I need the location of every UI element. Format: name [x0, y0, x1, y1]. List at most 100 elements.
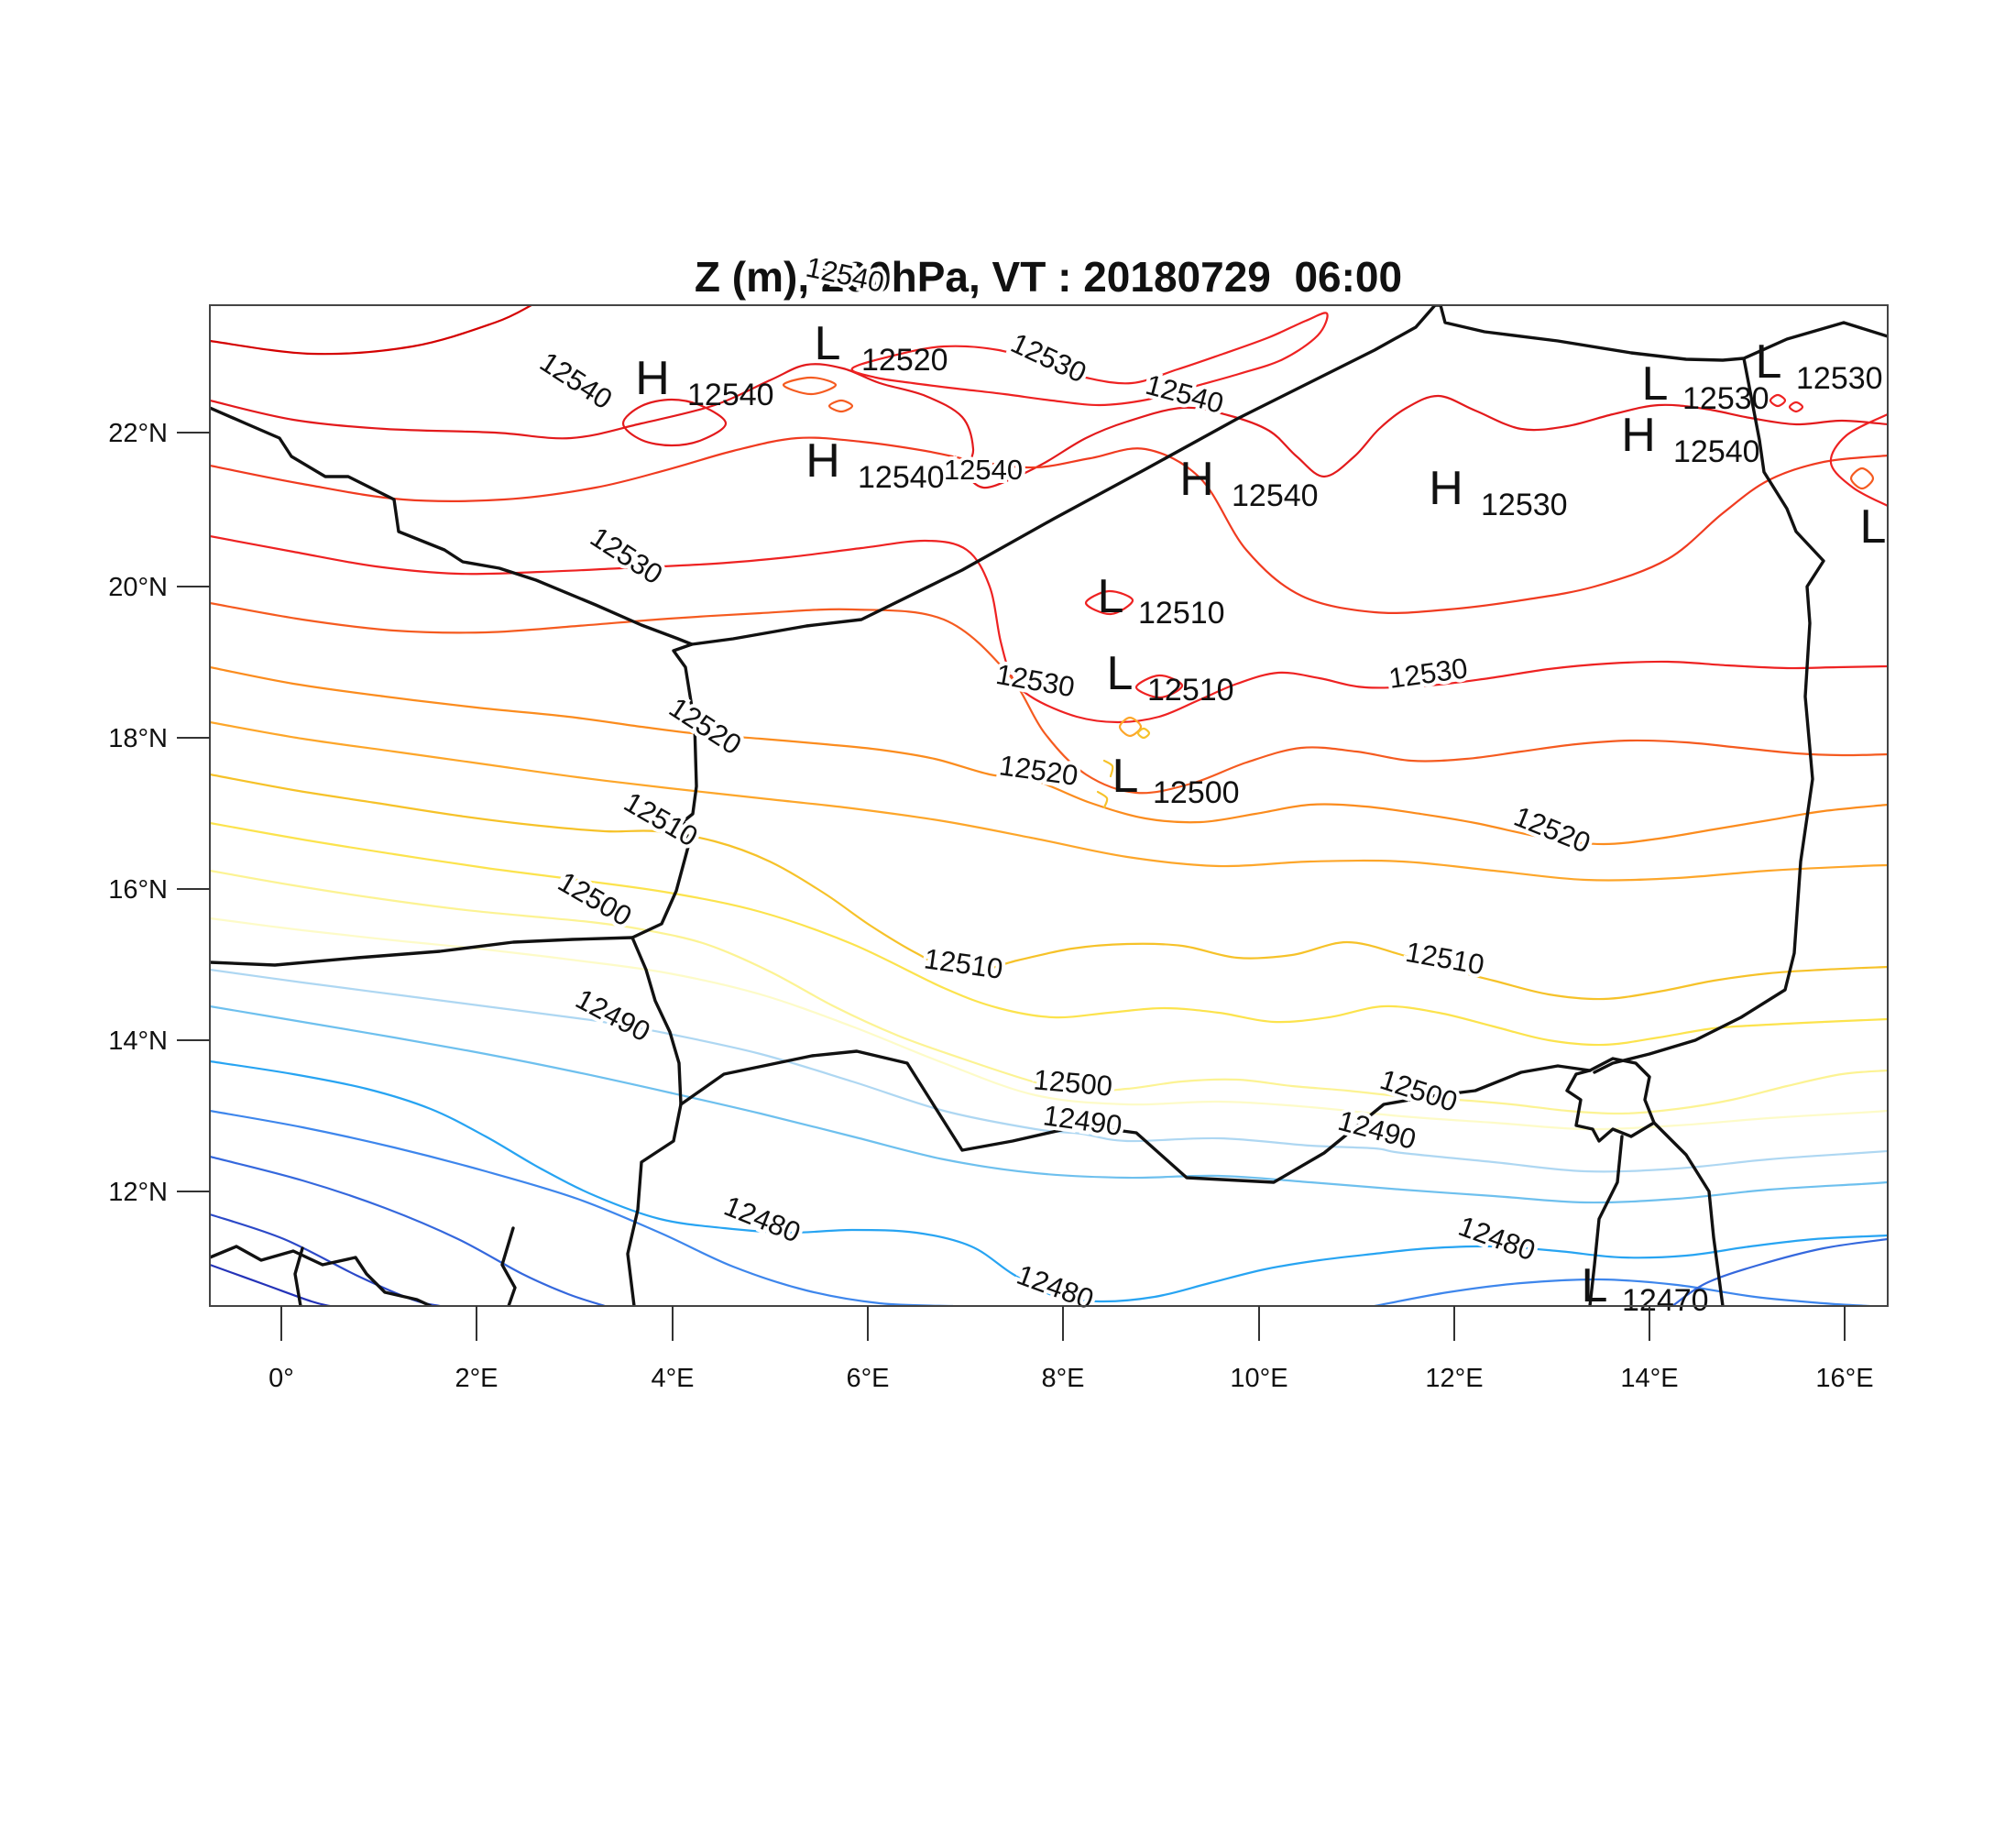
contour-line-12530: [210, 534, 1888, 724]
contour-line-12530: [1829, 412, 1888, 508]
contour-line-12460: [210, 1263, 332, 1306]
y-tick-label: 22°N: [108, 419, 168, 448]
contour-line-12485: [210, 1004, 1888, 1204]
low-pressure-marker: L: [1582, 1259, 1608, 1312]
low-pressure-marker: L: [1112, 750, 1139, 803]
contour-line-12540: [621, 398, 728, 447]
x-tick-label: 10°E: [1230, 1364, 1287, 1393]
country-border-mali-niger-south: [210, 936, 683, 1106]
contour-line-12525: [782, 376, 838, 396]
contour-line-12510: [210, 773, 1888, 1001]
contour-line-12530: [1769, 393, 1787, 408]
contour-label: 12510: [1403, 936, 1486, 981]
low-pressure-marker: L: [1756, 335, 1782, 389]
country-border-lake-chad: [1565, 1057, 1656, 1143]
axes-layer: 0° 2°E 4°E 6°E 8°E 10°E 12°E 14°E 16°E 22°N 20°N 18…: [108, 304, 1889, 1393]
country-border-border-v1: [293, 1246, 304, 1306]
contour-line-12540: [210, 363, 1888, 489]
pressure-marker-value: 12530: [1796, 361, 1883, 396]
contour-line-12500: [210, 869, 1888, 1115]
high-pressure-marker: H: [635, 352, 670, 405]
y-tick-label: 12°N: [108, 1178, 168, 1207]
contour-label: 12530: [1386, 652, 1469, 695]
country-border-nigeria-cameroon-chad-a: [1588, 1135, 1624, 1306]
contour-line-12525: [210, 601, 1888, 795]
pressure-marker-value: 12530: [1481, 488, 1568, 522]
contour-line-12525: [1849, 466, 1875, 490]
country-border-burkina-benin-west: [210, 1245, 433, 1306]
contour-line-12515: [210, 720, 1888, 882]
pressure-marker-value: 12540: [687, 378, 774, 412]
contour-line-12505: [210, 821, 1888, 1047]
x-tick-label: 4°E: [651, 1364, 694, 1393]
y-tick-label: 18°N: [108, 724, 168, 753]
contour-line-12525: [827, 399, 854, 413]
contour-label: 12540: [944, 454, 1023, 486]
contour-label: 12540: [944, 454, 1023, 486]
contour-label: 12520: [663, 691, 747, 761]
contour-line-12475: [210, 1109, 955, 1306]
pressure-marker-value: 12470: [1622, 1283, 1709, 1318]
y-tick-label: 20°N: [108, 573, 168, 602]
pressure-marker-value: 12530: [1682, 381, 1769, 416]
contour-line-12530: [1788, 401, 1804, 413]
contour-label: 12500: [1032, 1063, 1113, 1102]
contour-line-12535: [210, 436, 1888, 614]
low-pressure-marker: L: [815, 317, 841, 370]
low-pressure-marker: L: [1642, 357, 1669, 411]
contour-line-12530: [1134, 674, 1184, 699]
low-pressure-marker: L: [1107, 647, 1134, 700]
contour-line-12465: [210, 1213, 442, 1306]
country-border-border-v2: [500, 1226, 517, 1306]
contour-line-12510: [1096, 790, 1109, 809]
country-border-algeria-mali-niger-libya: [210, 305, 1888, 646]
x-tick-label: 14°E: [1620, 1364, 1678, 1393]
pressure-marker-value: 12540: [1232, 478, 1319, 513]
x-tick-label: 0°: [268, 1364, 294, 1393]
country-border-nigeria-cameroon-chad-b: [1652, 1121, 1725, 1306]
contour-line-12515: [1118, 716, 1143, 738]
high-pressure-marker: H: [1621, 409, 1656, 462]
x-tick-label: 2°E: [455, 1364, 498, 1393]
pressure-marker-value: 12540: [1673, 434, 1760, 469]
x-tick-label: 16°E: [1815, 1364, 1873, 1393]
pressure-marker-value: 12520: [861, 343, 948, 378]
country-borders-layer: [210, 305, 1888, 1306]
high-pressure-marker: H: [805, 434, 840, 488]
contour-label: 12490: [1041, 1099, 1123, 1142]
country-border-benin-niger-vertical: [626, 1103, 683, 1306]
contour-label: 12530: [1006, 326, 1091, 389]
contour-label: 12530: [993, 658, 1077, 703]
contour-lines-layer: [210, 305, 1888, 1306]
pressure-marker-value: 12500: [1153, 775, 1240, 810]
pressure-marker-value: 12510: [1138, 596, 1225, 631]
contour-line-12470: [210, 1155, 607, 1306]
pressure-marker-value: 12510: [1147, 673, 1234, 708]
contour-label: 12500: [1376, 1063, 1462, 1118]
x-tick-label: 8°E: [1041, 1364, 1084, 1393]
contour-label: 12520: [997, 749, 1079, 792]
contour-label: 12480: [1454, 1210, 1539, 1267]
contour-label: 12490: [571, 982, 656, 1048]
contour-label: 12480: [719, 1190, 805, 1249]
country-border-niger-nigeria: [679, 1049, 1592, 1184]
map-frame: [209, 304, 1889, 1307]
contour-label: 12520: [1509, 800, 1594, 860]
contour-label: 12530: [585, 521, 668, 590]
contour-label: 12510: [922, 942, 1004, 985]
contour-line-12490: [210, 968, 1888, 1173]
contour-label: 12510: [619, 785, 703, 852]
contour-line-12510: [1102, 759, 1114, 778]
x-tick-label: 6°E: [846, 1364, 889, 1393]
contour-line-12530: [1084, 589, 1134, 616]
country-border-niger-chad: [1593, 357, 1825, 1074]
contour-line-12470: [1671, 1237, 1888, 1306]
x-tick-label: 12°E: [1425, 1364, 1483, 1393]
pressure-marker-value: 12540: [858, 460, 945, 495]
y-tick-label: 14°N: [108, 1026, 168, 1056]
high-pressure-marker: H: [1179, 453, 1214, 506]
country-border-niger-mali-vertical: [630, 642, 698, 939]
